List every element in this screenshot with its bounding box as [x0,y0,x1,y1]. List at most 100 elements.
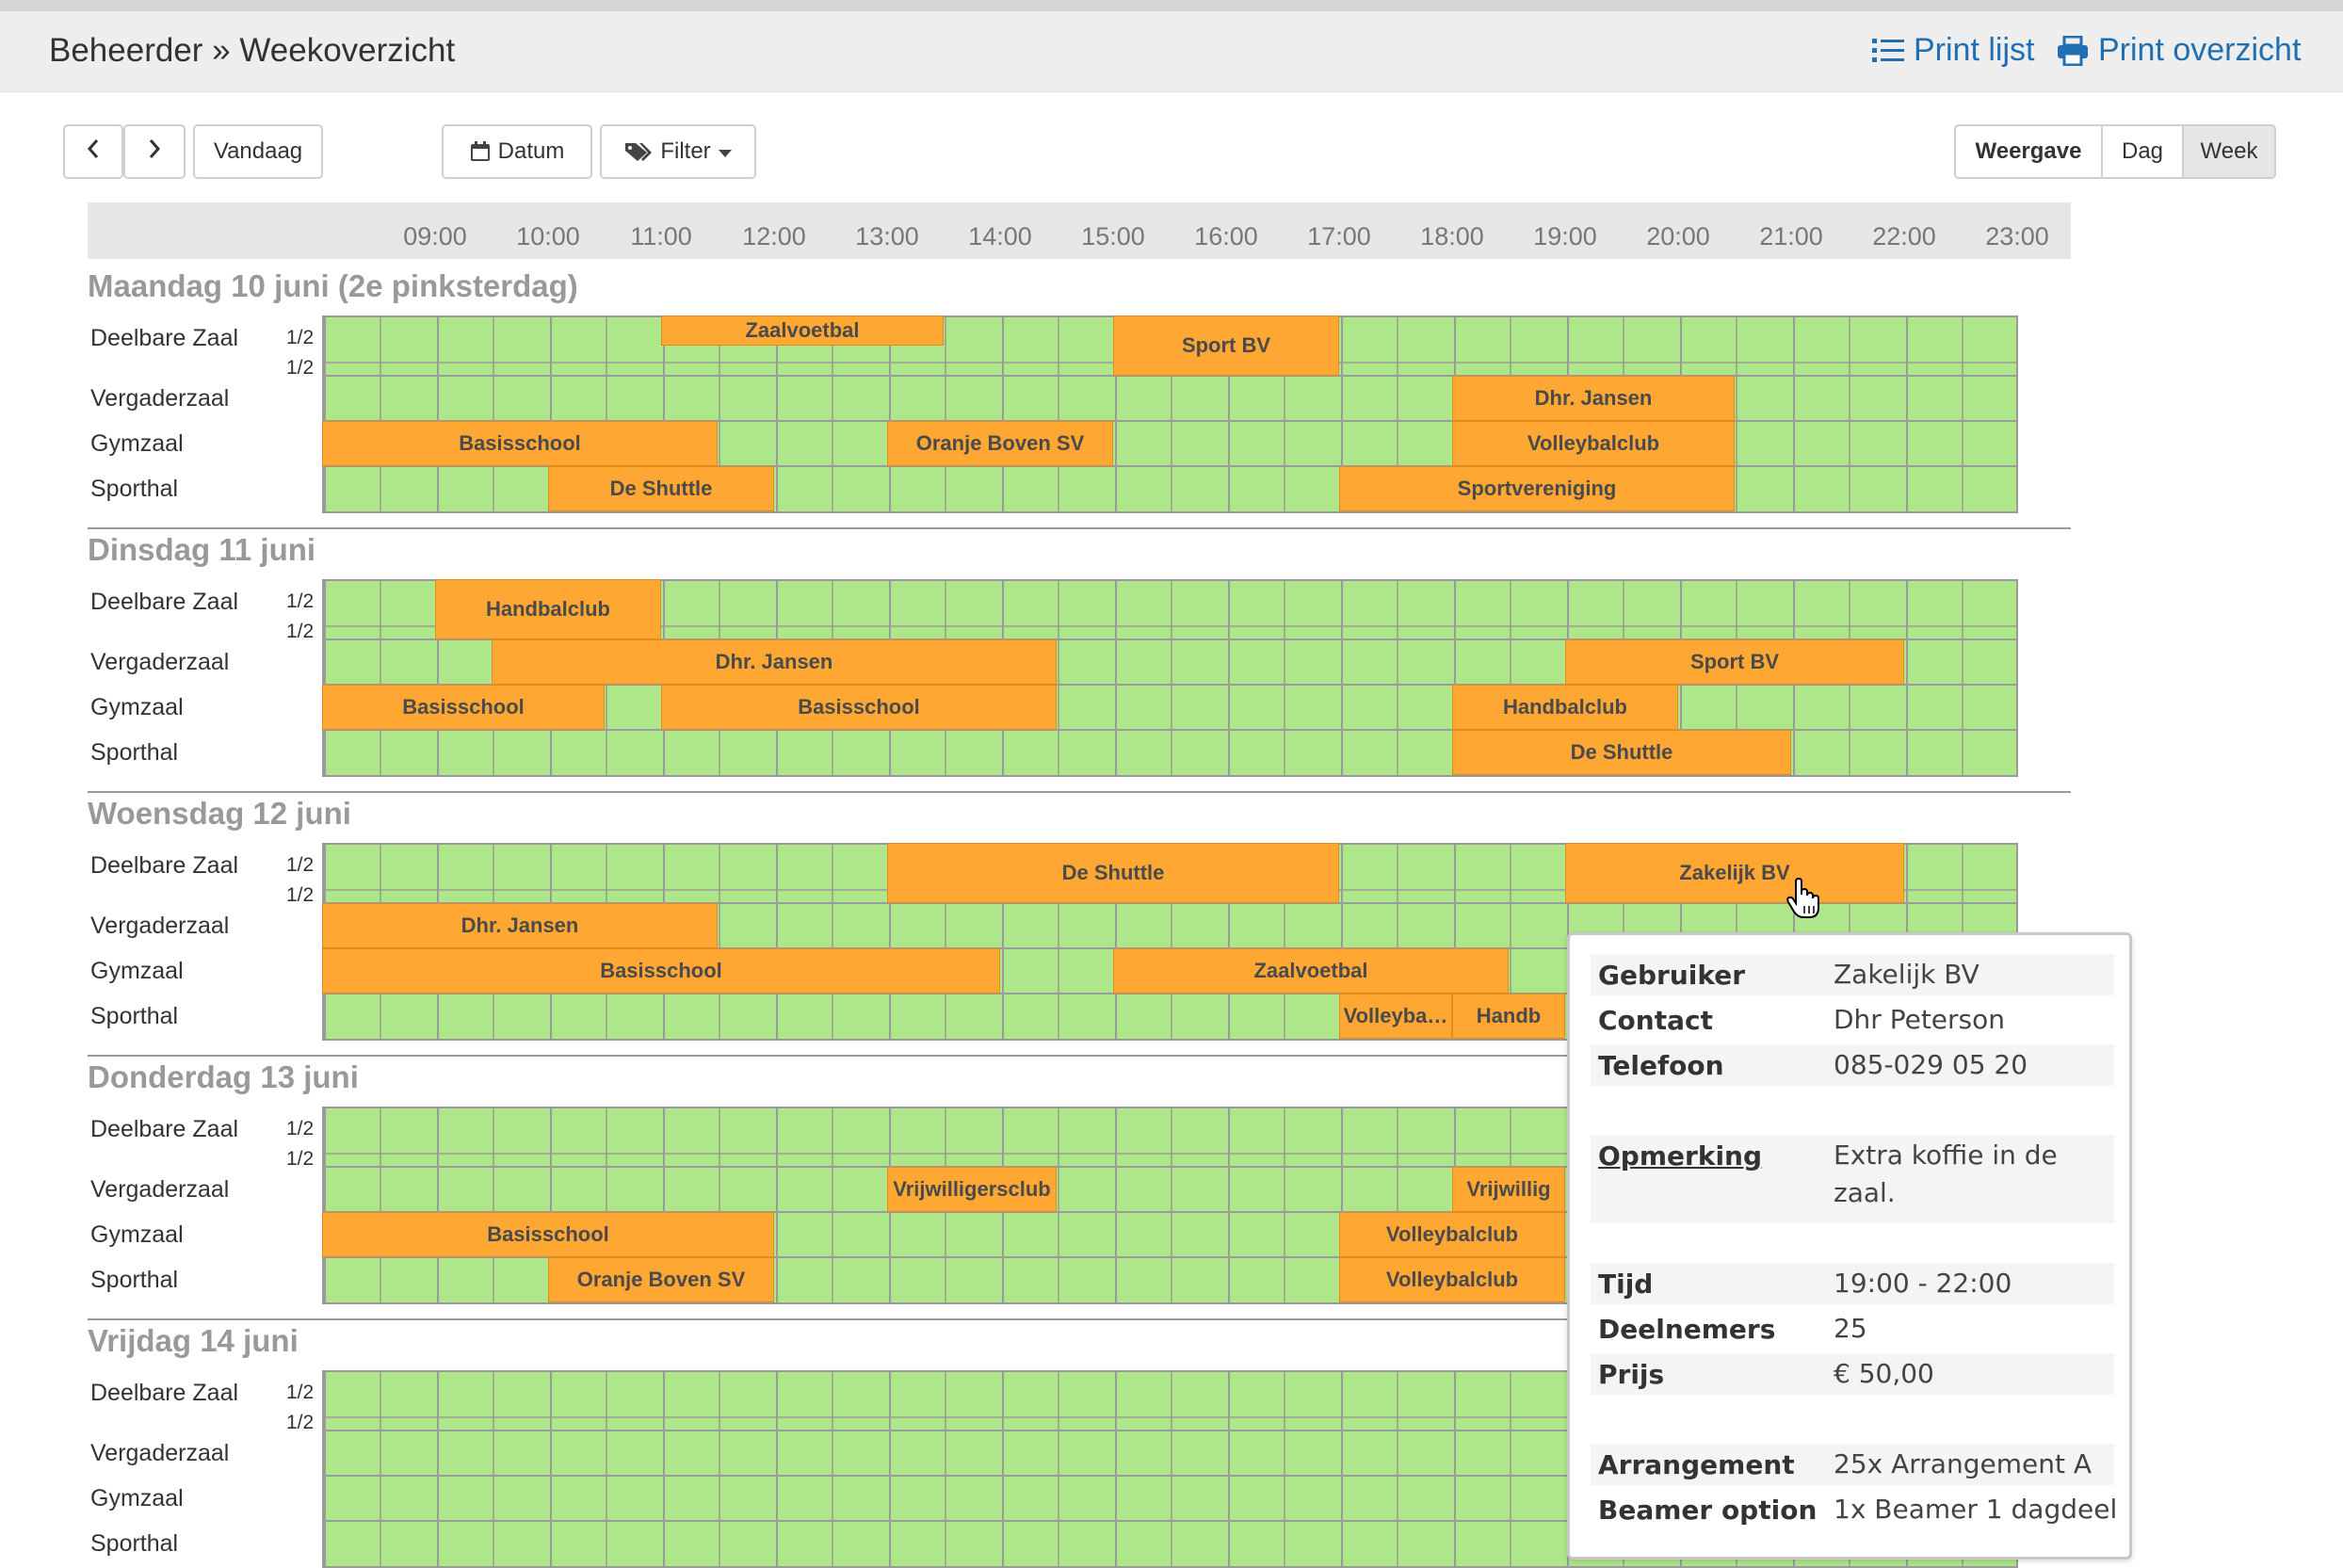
booking-block[interactable]: Sportvereniging [1339,466,1735,511]
participants-label: Deelnemers [1598,1314,1776,1345]
day-separator [88,791,2071,793]
contact-label: Contact [1598,1005,1713,1036]
time-tick: 20:00 [1646,222,1710,251]
popover-row-note: Opmerking Extra koffie in de zaal. [1591,1135,2114,1223]
time-tick: 14:00 [968,222,1032,251]
time-tick: 10:00 [516,222,580,251]
row-divider [322,1430,2018,1431]
prev-button[interactable] [63,124,123,179]
hand-cursor-icon [1786,877,1820,924]
time-tick: 17:00 [1307,222,1371,251]
time-value: 19:00 - 22:00 [1834,1268,2012,1299]
day-separator [88,1055,2071,1057]
page-header: Beheerder » Weekoverzicht Print lijst Pr… [0,11,2343,92]
time-tick: 12:00 [742,222,806,251]
calendar-icon [470,141,491,162]
booking-block[interactable]: Basisschool [322,948,1000,994]
printer-icon [2057,35,2089,66]
booking-block[interactable]: Sport BV [1565,639,1904,685]
row-divider [322,1520,2018,1522]
day-title: Donderdag 13 juni [88,1059,359,1094]
booking-block[interactable]: Dhr. Jansen [492,639,1057,685]
room-label-shared: Deelbare Zaal [90,589,239,615]
user-label: Gebruiker [1598,960,1746,991]
phone-label: Telefoon [1598,1050,1724,1081]
popover-row-beamer: Beamer option 1x Beamer 1 dagdeel [1591,1489,2117,1530]
arrangement-label: Arrangement [1598,1449,1795,1480]
booking-block[interactable]: Sport BV [1113,315,1339,376]
booking-block[interactable]: Zakelijk BV [1565,843,1904,903]
room-label-gym: Gymzaal [90,1221,184,1248]
booking-block[interactable]: Basisschool [661,685,1057,730]
popover-row-participants: Deelnemers 25 [1591,1308,2114,1350]
booking-block[interactable]: De Shuttle [1452,730,1791,775]
contact-value: Dhr Peterson [1834,1004,2006,1035]
booking-block[interactable]: Volleybalclub [1339,1257,1565,1302]
view-day-button[interactable]: Dag [2101,126,2182,177]
booking-block[interactable]: Handb [1452,994,1565,1039]
booking-block[interactable]: Zaalvoetbal [661,315,944,346]
booking-block[interactable]: Dhr. Jansen [1452,376,1735,421]
day-title: Vrijdag 14 juni [88,1323,299,1358]
popover-row-time: Tijd 19:00 - 22:00 [1591,1263,2114,1304]
booking-block[interactable]: Basisschool [322,421,718,466]
booking-block[interactable]: Zaalvoetbal [1113,948,1509,994]
popover-row-price: Prijs € 50,00 [1591,1353,2114,1395]
room-label-hall: Sporthal [90,1003,179,1029]
row-divider [322,1211,2018,1213]
half-label: 1/2 [286,1118,315,1140]
tags-icon [624,141,653,162]
day-separator [88,1318,2071,1320]
price-label: Prijs [1598,1359,1665,1390]
phone-value: 085-029 05 20 [1834,1049,2028,1080]
print-overview-link[interactable]: Print overzicht [2057,32,2301,69]
row-divider [322,902,2018,904]
booking-popover: Gebruiker Zakelijk BV Contact Dhr Peters… [1567,932,2132,1560]
booking-block[interactable]: Vrijwillig [1452,1167,1565,1212]
list-icon [1872,37,1904,65]
row-divider [322,465,2018,467]
booking-block[interactable]: Volleyba… [1339,994,1452,1039]
filter-label: Filter [660,138,711,164]
time-tick: 19:00 [1533,222,1597,251]
booking-block[interactable]: Oranje Boven SV [887,421,1113,466]
date-button[interactable]: Datum [442,124,592,179]
time-tick: 22:00 [1872,222,1936,251]
half-label: 1/2 [286,1412,315,1433]
booking-block[interactable]: Basisschool [322,685,605,730]
half-label: 1/2 [286,621,315,642]
day-separator [88,527,2071,529]
room-label-shared: Deelbare Zaal [90,325,239,351]
booking-block[interactable]: Volleybalclub [1339,1212,1565,1257]
room-label-gym: Gymzaal [90,958,184,984]
view-switcher: Weergave Dag Week [1954,124,2276,179]
room-label-shared: Deelbare Zaal [90,1380,239,1406]
half-label: 1/2 [286,590,315,612]
room-label-shared: Deelbare Zaal [90,1116,239,1142]
row-divider [322,993,2018,994]
room-label-shared: Deelbare Zaal [90,852,239,879]
time-tick: 15:00 [1081,222,1145,251]
view-week-button[interactable]: Week [2182,126,2274,177]
room-label-meeting: Vergaderzaal [90,385,230,412]
booking-block[interactable]: De Shuttle [887,843,1339,903]
booking-block[interactable]: Handbalclub [1452,685,1678,730]
row-divider [322,639,2018,640]
note-label[interactable]: Opmerking [1598,1140,1763,1172]
print-list-link[interactable]: Print lijst [1872,32,2034,69]
next-button[interactable] [123,124,186,179]
booking-block[interactable]: Basisschool [322,1212,774,1257]
half-label: 1/2 [286,884,315,906]
booking-block[interactable]: Handbalclub [435,579,661,639]
today-button[interactable]: Vandaag [193,124,323,179]
booking-block[interactable]: Vrijwilligersclub [887,1167,1057,1212]
popover-row-phone: Telefoon 085-029 05 20 [1591,1044,2114,1086]
time-tick: 23:00 [1985,222,2049,251]
time-tick: 13:00 [855,222,919,251]
booking-block[interactable]: Volleybalclub [1452,421,1735,466]
booking-block[interactable]: Oranje Boven SV [548,1257,774,1302]
filter-button[interactable]: Filter [600,124,756,179]
date-label: Datum [497,138,565,164]
booking-block[interactable]: De Shuttle [548,466,774,511]
booking-block[interactable]: Dhr. Jansen [322,903,718,948]
